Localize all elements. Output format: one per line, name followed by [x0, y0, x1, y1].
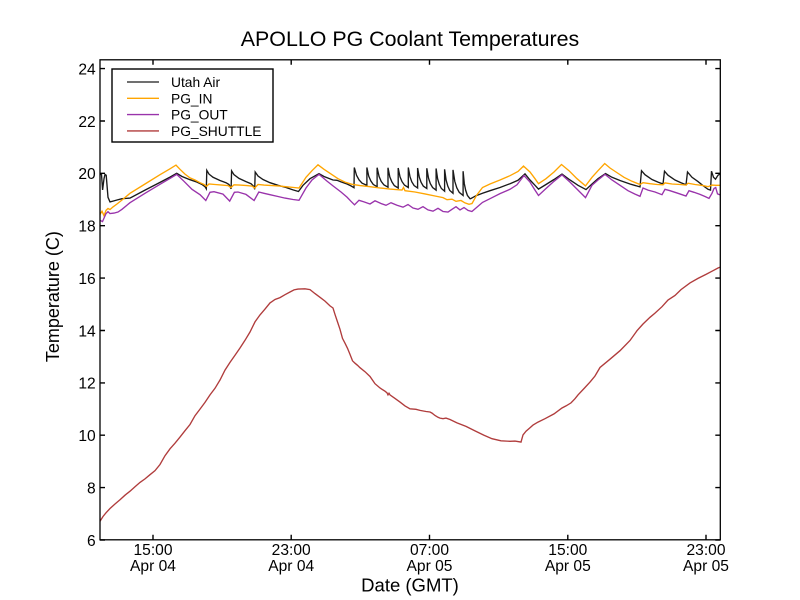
svg-text:Apr 05: Apr 05	[545, 558, 591, 575]
svg-text:Apr 04: Apr 04	[130, 558, 176, 575]
svg-text:Date (GMT): Date (GMT)	[361, 574, 459, 595]
svg-text:Apr 04: Apr 04	[268, 558, 314, 575]
svg-text:Temperature (C): Temperature (C)	[43, 231, 63, 362]
svg-text:8: 8	[87, 480, 96, 497]
svg-text:07:00: 07:00	[410, 542, 449, 559]
svg-text:PG_OUT: PG_OUT	[171, 108, 228, 123]
svg-text:16: 16	[78, 271, 95, 288]
svg-text:20: 20	[78, 166, 96, 183]
svg-text:APOLLO PG Coolant Temperatures: APOLLO PG Coolant Temperatures	[241, 27, 579, 51]
svg-text:PG_SHUTTLE: PG_SHUTTLE	[171, 124, 261, 139]
svg-text:Apr 05: Apr 05	[407, 558, 453, 575]
svg-text:10: 10	[78, 428, 96, 445]
svg-text:Apr 05: Apr 05	[683, 558, 729, 575]
svg-text:24: 24	[78, 61, 96, 78]
svg-text:PG_IN: PG_IN	[171, 91, 212, 106]
svg-text:22: 22	[78, 114, 95, 131]
svg-text:Utah Air: Utah Air	[171, 75, 220, 90]
svg-text:18: 18	[78, 219, 95, 236]
svg-text:23:00: 23:00	[686, 542, 725, 559]
svg-text:12: 12	[78, 376, 95, 393]
svg-text:14: 14	[78, 323, 96, 340]
svg-text:23:00: 23:00	[272, 542, 311, 559]
svg-text:15:00: 15:00	[133, 542, 172, 559]
svg-text:15:00: 15:00	[548, 542, 587, 559]
svg-text:6: 6	[87, 533, 96, 550]
